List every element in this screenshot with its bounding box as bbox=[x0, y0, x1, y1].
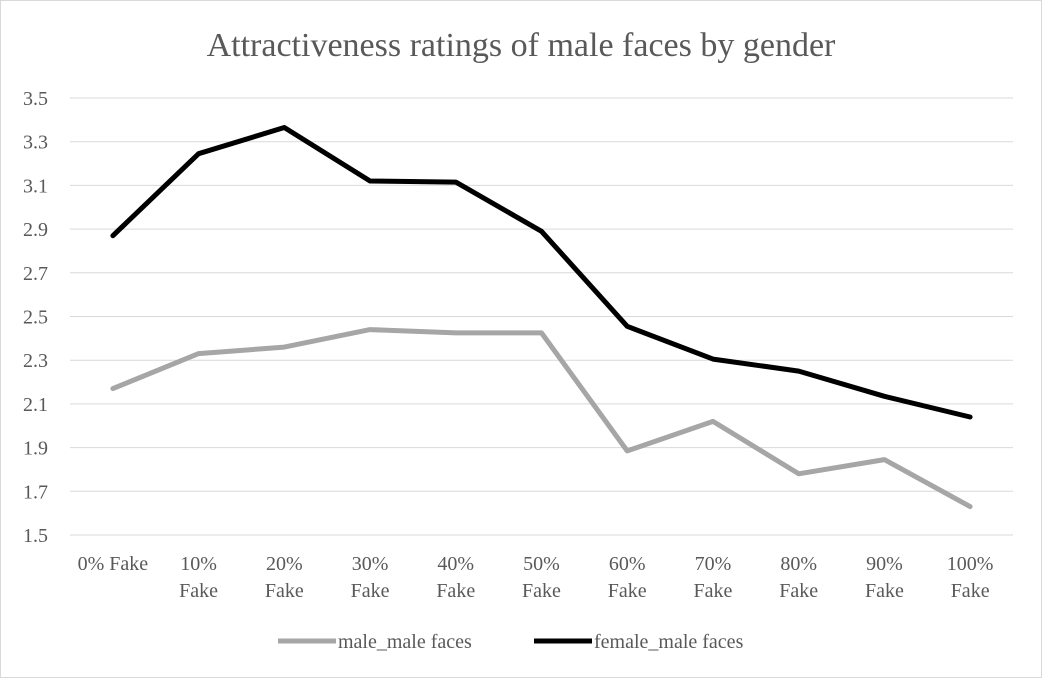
y-tick-label: 2.5 bbox=[23, 307, 48, 329]
x-tick-label: 10% Fake bbox=[179, 553, 218, 602]
x-tick-label-line: 30% bbox=[352, 553, 389, 575]
x-tick-label: 40% Fake bbox=[436, 553, 475, 602]
x-tick-label: 90% Fake bbox=[865, 553, 904, 602]
y-tick-label: 2.1 bbox=[23, 394, 48, 416]
legend-label: female_male faces bbox=[594, 631, 744, 653]
chart-title: Attractiveness ratings of male faces by … bbox=[207, 27, 836, 64]
y-tick-label: 3.5 bbox=[23, 88, 48, 110]
x-tick-label: 60% Fake bbox=[608, 553, 647, 602]
series-line-female-male-faces bbox=[110, 125, 973, 420]
x-tick-label: 80% Fake bbox=[779, 553, 818, 602]
x-tick-label-line: Fake bbox=[951, 580, 990, 602]
x-tick-label-line: 40% bbox=[437, 553, 474, 575]
x-tick-label-line: Fake bbox=[436, 580, 475, 602]
y-axis-ticks: 1.5 1.7 1.9 2.1 2.3 2.5 2.7 2.9 3.1 3.3 3.5 bbox=[23, 88, 48, 547]
x-tick-label-line: 20% bbox=[266, 553, 303, 575]
x-tick-label-line: Fake bbox=[865, 580, 904, 602]
x-tick-label-line: 100% bbox=[947, 553, 994, 575]
gridlines bbox=[70, 97, 1013, 536]
x-tick-label-line: 0% Fake bbox=[78, 553, 149, 575]
x-tick-label-line: 60% bbox=[609, 553, 646, 575]
x-tick-label-line: Fake bbox=[351, 580, 390, 602]
x-tick-label-line: 10% bbox=[180, 553, 217, 575]
x-tick-label-line: Fake bbox=[694, 580, 733, 602]
x-tick-label: 100% Fake bbox=[947, 553, 994, 602]
x-tick-label-line: 50% bbox=[523, 553, 560, 575]
x-tick-label-line: 90% bbox=[866, 553, 903, 575]
x-axis-ticks: 0% Fake 10% Fake 20% Fake 30% Fake 40% Fake 50% Fa… bbox=[78, 553, 994, 602]
x-tick-label: 20% Fake bbox=[265, 553, 304, 602]
y-tick-label: 1.5 bbox=[23, 525, 48, 547]
y-tick-label: 3.3 bbox=[23, 132, 48, 154]
series-line-male-male-faces bbox=[110, 327, 973, 510]
y-tick-label: 2.3 bbox=[23, 350, 48, 372]
y-tick-label: 1.9 bbox=[23, 438, 48, 460]
x-tick-label-line: Fake bbox=[179, 580, 218, 602]
x-tick-label-line: Fake bbox=[779, 580, 818, 602]
x-tick-label: 0% Fake bbox=[78, 553, 149, 575]
x-tick-label: 50% Fake bbox=[522, 553, 561, 602]
legend-label: male_male faces bbox=[338, 631, 472, 653]
x-tick-label: 70% Fake bbox=[694, 553, 733, 602]
x-tick-label-line: 80% bbox=[780, 553, 817, 575]
x-tick-label-line: 70% bbox=[695, 553, 732, 575]
x-tick-label: 30% Fake bbox=[351, 553, 390, 602]
y-tick-label: 2.7 bbox=[23, 263, 48, 285]
y-tick-label: 3.1 bbox=[23, 175, 48, 197]
x-tick-label-line: Fake bbox=[608, 580, 647, 602]
y-tick-label: 2.9 bbox=[23, 219, 48, 241]
legend: male_male faces female_male faces bbox=[278, 631, 744, 653]
x-tick-label-line: Fake bbox=[522, 580, 561, 602]
series-lines bbox=[110, 125, 973, 510]
x-tick-label-line: Fake bbox=[265, 580, 304, 602]
y-tick-label: 1.7 bbox=[23, 481, 48, 503]
